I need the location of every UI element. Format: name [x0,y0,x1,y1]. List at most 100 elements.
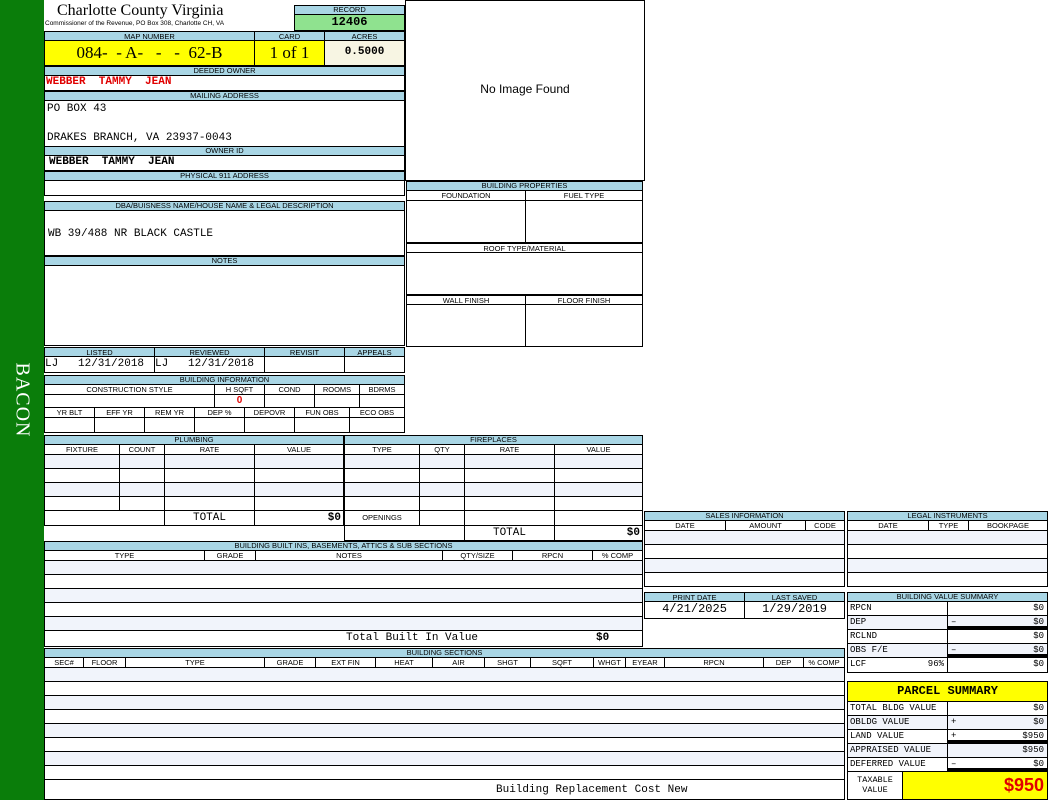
deferred-value: $0 [1033,759,1044,769]
table-cell [848,559,1047,572]
table-cell [45,575,642,588]
mailing-address-label: MAILING ADDRESS [44,91,405,101]
last-saved: 1/29/2019 [762,602,827,616]
revisit-label: REVISIT [265,348,345,356]
table-cell [645,545,844,558]
table-row [44,483,344,497]
table-row [847,559,1048,573]
type-header: TYPE [45,551,205,560]
table-cell [555,469,642,482]
table-cell [465,483,555,496]
appraised-label: APPRAISED VALUE [848,744,948,757]
obs-row: OBS F/E – $0 [847,644,1048,658]
reviewed-label: REVIEWED [155,348,265,356]
grade-header: GRADE [265,658,316,667]
table-cell [555,483,642,496]
count-header: COUNT [120,445,165,454]
table-cell [255,455,343,468]
building-information-label: BUILDING INFORMATION [44,375,405,385]
row-label: RCLND [848,630,948,643]
eff-yr-label: EFF YR [95,408,145,417]
plumbing-rows [44,455,344,511]
code-header: CODE [814,521,836,530]
rpcn-header: RPCN [665,658,764,667]
deeded-owner: WEBBER TAMMY JEAN [44,76,405,91]
obldg-value: $0 [1033,717,1044,727]
table-cell [165,497,255,510]
table-cell [420,497,465,510]
dep-row: DEP – $0 [847,616,1048,630]
appeals-label: APPEALS [357,348,392,356]
construction-style-label: CONSTRUCTION STYLE [45,385,215,394]
table-cell [165,455,255,468]
table-row [44,752,845,766]
row-value: $0 [1033,603,1044,613]
table-cell [45,738,844,751]
table-cell [345,469,420,482]
building-sections-rows [44,668,845,780]
row-value: $0 [1033,645,1044,655]
built-ins-rows [44,561,643,631]
physical-address-label: PHYSICAL 911 ADDRESS [44,171,405,181]
row-value: $0 [1033,631,1044,641]
rate-header: RATE [465,445,555,454]
air-header: AIR [433,658,485,667]
qty-size-header: QTY/SIZE [443,551,513,560]
fuel-type-label: FUEL TYPE [563,191,605,200]
row-value: $0 [1033,659,1044,669]
notes-field [44,266,405,346]
hsqft-label: H SQFT [215,385,265,394]
built-in-total-label: Total Built In Value [346,632,479,644]
table-row [344,469,643,483]
card-number: 1 of 1 [255,41,325,65]
table-row [44,617,643,631]
table-row [44,710,845,724]
lcf-percent: 96% [927,659,944,669]
table-cell [45,455,120,468]
table-row [44,497,344,511]
table-cell [848,573,1047,586]
table-row [44,469,344,483]
date-header: DATE [848,521,929,530]
table-cell [120,483,165,496]
table-cell [420,483,465,496]
table-row [644,531,845,545]
rclnd-row: RCLND $0 [847,630,1048,644]
no-image-text: No Image Found [480,81,570,96]
county-subtitle: Commissioner of the Revenue, PO Box 308,… [45,20,225,27]
mailing-line-2: DRAKES BRANCH, VA 23937-0043 [47,132,232,144]
table-row [44,589,643,603]
minus-sign: – [951,645,957,655]
land-value-label: LAND VALUE [848,730,948,743]
legal-description-label: DBA/BUISNESS NAME/HOUSE NAME & LEGAL DES… [44,201,405,211]
table-row [44,766,845,780]
fireplaces-label: FIREPLACES [344,435,643,445]
table-row [44,455,344,469]
table-cell [255,483,343,496]
table-cell [45,710,844,723]
table-cell [45,766,844,779]
table-cell [165,469,255,482]
table-cell [848,531,1047,544]
fireplace-rows [344,455,643,511]
legal-description-text: WB 39/488 NR BLACK CASTLE [48,228,214,240]
foundation-label: FOUNDATION [407,191,526,242]
table-cell [420,469,465,482]
total-bldg-label: TOTAL BLDG VALUE [848,702,948,715]
table-row [344,455,643,469]
map-number: 084- - A- - - 62-B [45,41,255,65]
property-image: No Image Found [405,0,645,181]
table-row [44,668,845,682]
type-header: TYPE [345,445,420,454]
value-header: VALUE [286,445,312,454]
table-cell [645,573,844,586]
total-bldg-value: $0 [1033,703,1044,713]
table-cell [345,483,420,496]
eco-obs-label: ECO OBS [359,408,395,417]
building-properties-label: BUILDING PROPERTIES [406,181,643,191]
ext-fin-header: EXT FIN [316,658,376,667]
table-cell [345,455,420,468]
roof-type-label: ROOF TYPE/MATERIAL [483,244,566,253]
hsqft-value: 0 [215,395,265,407]
yr-blt-label: YR BLT [45,408,95,417]
